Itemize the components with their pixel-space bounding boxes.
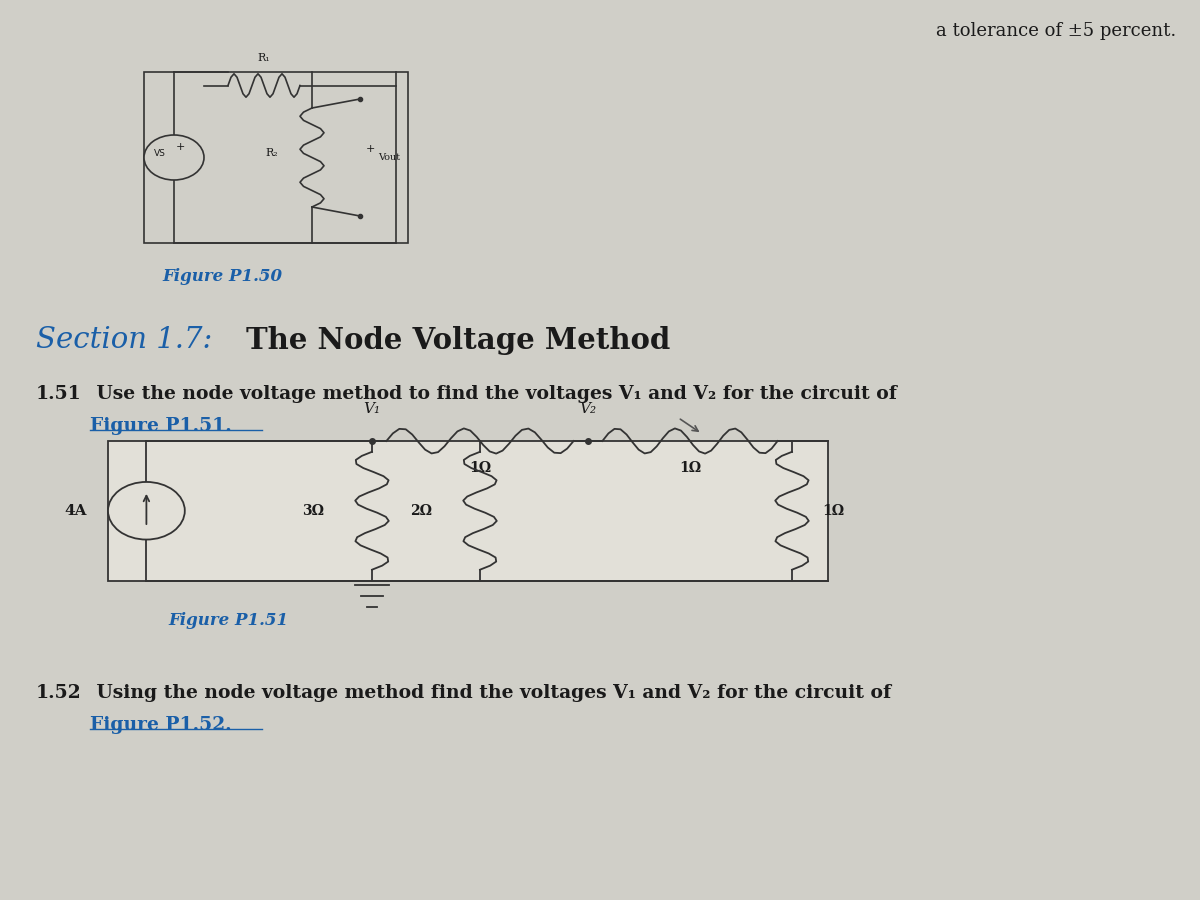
FancyBboxPatch shape: [144, 72, 408, 243]
Text: 1Ω: 1Ω: [469, 461, 491, 475]
Text: Use the node voltage method to find the voltages V₁ and V₂ for the circuit of: Use the node voltage method to find the …: [90, 385, 896, 403]
Text: +: +: [366, 143, 376, 154]
Text: 4A: 4A: [64, 504, 86, 518]
Text: Figure P1.51.: Figure P1.51.: [90, 417, 232, 435]
Text: 1.52: 1.52: [36, 684, 82, 702]
Circle shape: [108, 482, 185, 540]
Text: The Node Voltage Method: The Node Voltage Method: [246, 326, 671, 355]
Text: 2Ω: 2Ω: [410, 504, 432, 518]
Text: R₂: R₂: [265, 148, 278, 158]
Text: V₁: V₁: [364, 401, 380, 416]
Text: 1Ω: 1Ω: [679, 461, 701, 475]
Text: 3Ω: 3Ω: [302, 504, 324, 518]
Text: Figure P1.52.: Figure P1.52.: [90, 716, 232, 733]
Text: 1.51: 1.51: [36, 385, 82, 403]
Circle shape: [144, 135, 204, 180]
Text: V₂: V₂: [580, 401, 596, 416]
Text: Figure P1.51: Figure P1.51: [168, 612, 288, 629]
Text: Figure P1.50: Figure P1.50: [162, 268, 282, 285]
Text: Vout: Vout: [378, 153, 400, 162]
Text: Using the node voltage method find the voltages V₁ and V₂ for the circuit of: Using the node voltage method find the v…: [90, 684, 892, 702]
Text: +: +: [175, 141, 185, 152]
Text: VS: VS: [154, 148, 166, 157]
Text: 1Ω: 1Ω: [822, 504, 844, 518]
FancyBboxPatch shape: [108, 441, 828, 580]
Text: Section 1.7:: Section 1.7:: [36, 326, 222, 354]
Text: R₁: R₁: [258, 53, 270, 63]
Text: a tolerance of ±5 percent.: a tolerance of ±5 percent.: [936, 22, 1176, 40]
